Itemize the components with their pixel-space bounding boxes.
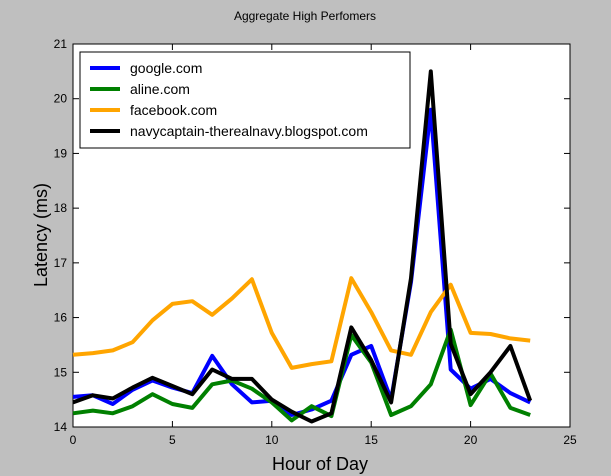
y-tick-label: 18 (54, 201, 68, 215)
series-layer (72, 69, 533, 424)
x-tick-label: 0 (70, 433, 77, 447)
y-tick-label: 16 (54, 311, 68, 325)
chart-title: Aggregate High Perfomers (234, 9, 376, 23)
x-tick-label: 20 (464, 433, 478, 447)
x-tick-label: 25 (563, 433, 577, 447)
x-tick-label: 15 (365, 433, 379, 447)
y-tick-label: 20 (54, 92, 68, 106)
y-tick-label: 19 (54, 146, 68, 160)
tick-layer: 0 5 10 15 20 25 14 15 16 17 18 19 20 21 (54, 37, 577, 447)
series-line-3 (72, 276, 531, 370)
legend-label-3: facebook.com (130, 102, 217, 118)
x-axis-label: Hour of Day (272, 454, 368, 474)
series-line-4 (72, 69, 533, 424)
series-line-2 (72, 327, 531, 423)
y-tick-label: 17 (54, 256, 68, 270)
y-tick-label: 15 (54, 365, 68, 379)
legend-items: google.com aline.com facebook.com navycapta… (90, 60, 368, 139)
x-tick-label: 5 (169, 433, 176, 447)
legend-label-1: google.com (130, 60, 202, 76)
y-tick-label: 21 (54, 37, 68, 51)
y-axis-label: Latency (ms) (31, 183, 51, 287)
y-tick-label: 14 (54, 420, 68, 434)
legend-label-2: aline.com (130, 81, 190, 97)
legend-label-4: navycaptain-therealnavy.blogspot.com (130, 123, 368, 139)
legend-box (79, 51, 411, 149)
legend: google.com aline.com facebook.com navycapta… (79, 51, 411, 149)
x-tick-label: 10 (265, 433, 279, 447)
